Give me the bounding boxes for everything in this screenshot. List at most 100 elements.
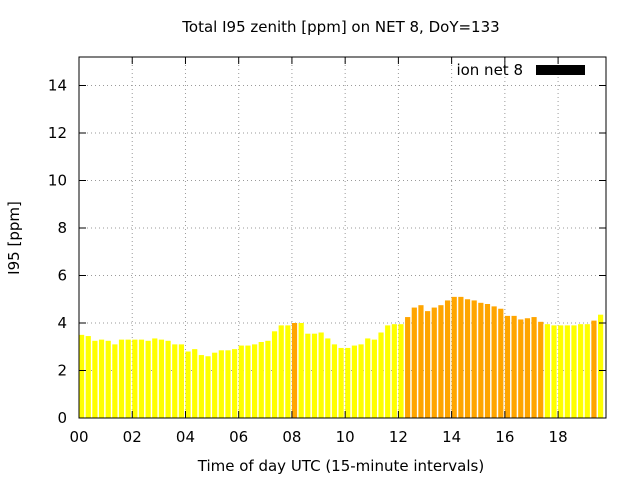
y-tick-label: 6 — [57, 267, 67, 285]
bar — [584, 324, 590, 418]
bar — [318, 332, 324, 418]
bar — [558, 325, 564, 418]
bar — [218, 350, 224, 418]
bar — [245, 345, 251, 418]
x-tick-label: 02 — [123, 428, 142, 446]
bar — [524, 318, 531, 418]
bar — [431, 307, 437, 418]
y-tick-label: 2 — [57, 362, 67, 380]
chart-title: Total I95 zenith [ppm] on NET 8, DoY=133 — [181, 18, 499, 36]
bar — [425, 311, 431, 418]
bar — [265, 340, 271, 418]
bar — [418, 305, 424, 418]
bar — [158, 339, 165, 418]
x-tick-label: 06 — [229, 428, 248, 446]
y-tick-label: 4 — [57, 314, 67, 332]
bar — [285, 325, 291, 418]
x-axis-label: Time of day UTC (15-minute intervals) — [197, 457, 484, 475]
bar — [464, 299, 471, 418]
bars — [79, 296, 604, 418]
bar — [591, 320, 597, 418]
bar — [405, 317, 411, 418]
x-tick-label: 16 — [495, 428, 514, 446]
bar — [138, 339, 145, 418]
bar — [578, 324, 584, 418]
bar — [491, 306, 497, 418]
x-tick-label: 14 — [442, 428, 461, 446]
bar — [232, 349, 238, 418]
bar — [338, 347, 344, 418]
bar — [145, 340, 151, 418]
bar — [85, 336, 91, 418]
bar — [112, 344, 118, 418]
bar — [498, 308, 504, 418]
bar — [365, 338, 371, 418]
bar — [92, 340, 98, 418]
bar — [152, 338, 158, 418]
bar — [444, 300, 451, 418]
bar — [165, 340, 171, 418]
y-tick-labels: 0 2 4 6 8 10 12 14 — [48, 77, 67, 428]
bar — [305, 333, 311, 418]
y-tick-label: 8 — [57, 219, 67, 237]
legend-label: ion net 8 — [456, 61, 523, 79]
x-tick-label: 10 — [336, 428, 355, 446]
bar — [125, 339, 131, 418]
bar — [538, 321, 544, 418]
bar — [252, 344, 258, 418]
bar — [172, 344, 178, 418]
bar — [531, 317, 537, 418]
bar — [544, 324, 550, 418]
bar — [118, 339, 125, 418]
x-tick-label: 08 — [282, 428, 301, 446]
bar — [192, 349, 198, 418]
bar — [325, 338, 331, 418]
bar — [371, 339, 377, 418]
x-tick-label: 12 — [389, 428, 408, 446]
bar — [258, 342, 264, 418]
bar — [351, 345, 358, 418]
x-tick-labels: 00 02 04 06 08 10 12 14 16 18 — [69, 428, 567, 446]
y-tick-label: 0 — [57, 409, 67, 427]
bar — [271, 331, 278, 418]
bar — [385, 325, 391, 418]
x-tick-label: 18 — [549, 428, 568, 446]
bar — [411, 307, 417, 418]
bar — [471, 300, 477, 418]
x-tick-label: 00 — [69, 428, 88, 446]
bar — [391, 324, 397, 418]
bar — [291, 323, 298, 418]
bar — [598, 314, 604, 418]
y-axis-label: I95 [ppm] — [5, 201, 23, 275]
legend: ion net 8 — [456, 61, 585, 79]
bar — [298, 323, 304, 418]
y-tick-label: 12 — [48, 124, 67, 142]
x-tick-label: 04 — [176, 428, 195, 446]
legend-swatch — [536, 65, 585, 75]
bar — [311, 333, 318, 418]
bar — [278, 325, 284, 418]
bar — [458, 296, 464, 418]
bar — [504, 315, 511, 418]
bar — [345, 347, 351, 418]
bar — [205, 356, 211, 418]
bar — [451, 296, 457, 418]
bar — [79, 334, 85, 418]
bar — [378, 332, 384, 418]
bar — [478, 302, 484, 418]
bar — [105, 340, 111, 418]
bar — [185, 351, 191, 418]
bar — [358, 344, 364, 418]
bar — [511, 315, 517, 418]
y-tick-label: 14 — [48, 77, 67, 95]
grid-lines — [79, 57, 606, 418]
y-tick-label: 10 — [48, 172, 67, 190]
plot-frame — [78, 56, 607, 419]
bar — [551, 325, 557, 418]
bar — [518, 319, 524, 418]
bar — [564, 325, 570, 418]
bar — [178, 344, 185, 418]
bar — [398, 324, 404, 418]
bar — [98, 339, 105, 418]
bar — [484, 304, 491, 418]
